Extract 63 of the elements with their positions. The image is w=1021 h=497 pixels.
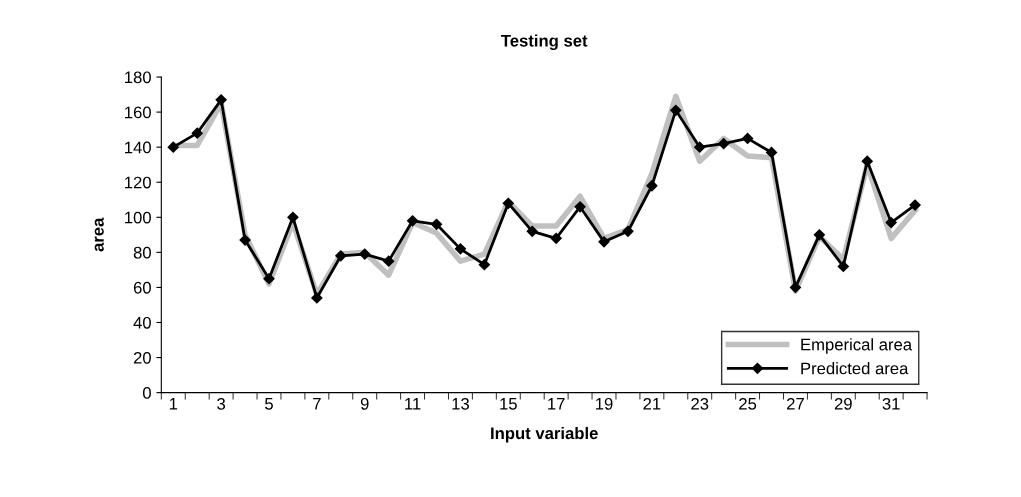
x-axis-title: Input variable [491,426,598,443]
point [909,199,921,211]
x-tick-label: 29 [834,397,852,410]
x-tick-label: 23 [691,397,709,410]
x-tick-label: 5 [265,398,273,410]
point [287,211,299,223]
y-axis-title: area [94,217,104,252]
x-tick-label: 31 [882,397,900,410]
point [359,248,371,260]
point [191,127,203,139]
y-tick-label: 80 [133,246,151,259]
y-tick-label: 180 [125,71,151,84]
point [167,141,179,153]
y-tick-label: 120 [125,176,151,189]
y-tick-label: 100 [125,211,151,224]
point [502,197,514,209]
point [718,138,730,150]
point [430,218,443,230]
point [574,201,586,213]
point [526,225,538,237]
x-tick-label: 11 [405,398,421,410]
x-tick-label: 9 [360,397,369,410]
point [406,215,419,227]
point [765,146,778,159]
point [694,141,706,153]
y-tick-label: 140 [125,141,151,154]
legend-label: Emperical area [801,338,913,354]
x-tick-label: 21 [643,397,661,410]
point [550,232,562,244]
point [311,292,323,304]
point [478,259,490,271]
x-tick-label: 27 [787,397,804,410]
point [646,180,658,192]
point [885,216,897,229]
x-tick-label: 25 [739,397,757,410]
point [454,243,467,255]
point [335,250,347,262]
point [670,104,682,116]
point [263,273,275,285]
x-tick-label: 17 [548,398,565,410]
point [598,236,610,248]
point [813,229,825,241]
x-tick-label: 15 [500,398,517,410]
point [215,94,227,106]
point [861,155,873,167]
point [837,260,849,272]
y-tick-label: 20 [133,351,151,364]
x-tick-label: 13 [452,397,469,410]
x-tick-label: 3 [217,397,226,410]
x-tick-label: 19 [596,397,613,410]
y-tick-label: 40 [133,316,151,329]
point [622,225,634,237]
point [239,234,251,246]
legend-label: Predicted area [801,362,909,375]
x-tick-label: 1 [169,398,178,410]
x-tick-label: 7 [313,398,321,410]
y-tick-label: 160 [125,106,151,119]
point [789,281,802,294]
point [383,255,395,267]
point [741,132,754,145]
y-tick-label: 60 [133,281,151,294]
y-tick-label: 0 [142,387,151,399]
chart-title: Testing set [501,34,588,51]
